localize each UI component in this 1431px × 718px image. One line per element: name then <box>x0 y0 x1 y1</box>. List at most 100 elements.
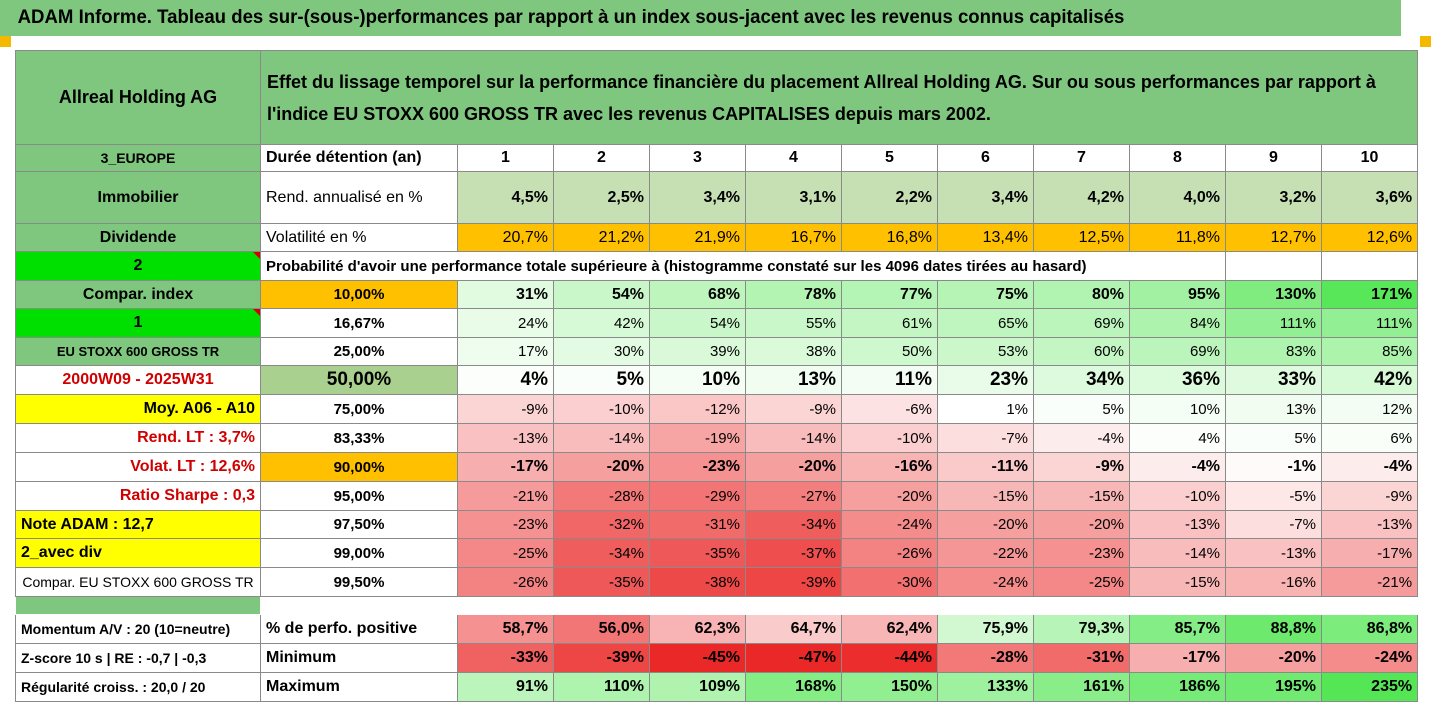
grid-value: -14% <box>553 423 650 453</box>
grid-value: 5% <box>553 365 650 395</box>
stats-row: Régularité croiss. : 20,0 / 20 Maximum 91%… <box>15 672 1419 702</box>
volatility-row: Dividende Volatilité en % 20,7% 21,2% 21,9% 1… <box>15 223 1419 252</box>
volatility-value: 16,8% <box>841 223 938 252</box>
grid-value: -35% <box>553 567 650 597</box>
years-row: 3_EUROPE Durée détention (an) 1 2 3 4 5 6 7 8 9 10 <box>15 144 1419 172</box>
percentile-row: EU STOXX 600 GROSS TR 25,00% 17% 30% 39% 38% 5… <box>15 337 1419 366</box>
return-label: Rend. annualisé en % <box>260 171 458 224</box>
grid-value: 84% <box>1129 308 1226 338</box>
stats-value: -31% <box>1033 643 1130 673</box>
return-value: 3,1% <box>745 171 842 224</box>
stats-value: -45% <box>649 643 746 673</box>
volatility-value: 12,7% <box>1225 223 1322 252</box>
percentile-threshold: 97,50% <box>260 510 458 539</box>
report-banner: ADAM Informe. Tableau des sur-(sous-)per… <box>0 0 1401 36</box>
grid-value: 13% <box>1225 394 1322 424</box>
report-frame: Allreal Holding AG Effet du lissage tempo… <box>12 48 1419 712</box>
grid-value: -15% <box>937 481 1034 511</box>
grid-value: -20% <box>937 510 1034 539</box>
stats-value: 62,3% <box>649 614 746 644</box>
return-value: 3,2% <box>1225 171 1322 224</box>
stats-value: -39% <box>553 643 650 673</box>
grid-value: 111% <box>1320 308 1419 338</box>
grid-value: 10% <box>1129 394 1226 424</box>
grid-value: 54% <box>649 308 746 338</box>
return-value: 3,4% <box>649 171 746 224</box>
grid-value: -6% <box>841 394 938 424</box>
row-left-label: Ratio Sharpe : 0,3 <box>15 481 261 511</box>
stats-value: 79,3% <box>1033 614 1130 644</box>
grid-value: -27% <box>745 481 842 511</box>
grid-value: -25% <box>1033 567 1130 597</box>
title-row: Allreal Holding AG Effet du lissage tempo… <box>15 50 1419 145</box>
empty-cell <box>1225 251 1322 281</box>
stats-label: Minimum <box>260 643 458 673</box>
stats-value: 75,9% <box>937 614 1034 644</box>
stats-value: 64,7% <box>745 614 842 644</box>
grid-value: -1% <box>1225 452 1322 482</box>
stats-value: -28% <box>937 643 1034 673</box>
percentile-row: Rend. LT : 3,7% 83,33% -13% -14% -19% -14% -10… <box>15 423 1419 453</box>
empty-cell <box>1320 251 1419 281</box>
left-corner-mark <box>0 36 11 47</box>
grid-value: 12% <box>1320 394 1419 424</box>
stats-value: 161% <box>1033 672 1130 702</box>
grid-value: -31% <box>649 510 746 539</box>
stats-value: 62,4% <box>841 614 938 644</box>
percentile-threshold: 10,00% <box>260 280 458 309</box>
grid-value: -23% <box>1033 538 1130 568</box>
percentile-threshold: 16,67% <box>260 308 458 338</box>
grid-value: -9% <box>1320 481 1419 511</box>
stats-value: -24% <box>1320 643 1419 673</box>
grid-value: -30% <box>841 567 938 597</box>
volatility-value: 12,5% <box>1033 223 1130 252</box>
grid-value: -15% <box>1129 567 1226 597</box>
grid-value: -10% <box>841 423 938 453</box>
stats-label: Maximum <box>260 672 458 702</box>
right-corner-mark <box>1420 36 1431 47</box>
grid-value: -12% <box>649 394 746 424</box>
stats-label: % de perfo. positive <box>260 614 458 644</box>
grid-value: -20% <box>553 452 650 482</box>
stats-value: 88,8% <box>1225 614 1322 644</box>
year-header: 8 <box>1129 144 1226 172</box>
return-value: 3,4% <box>937 171 1034 224</box>
stats-value: 133% <box>937 672 1034 702</box>
grid-value: -11% <box>937 452 1034 482</box>
grid-value: -9% <box>457 394 554 424</box>
probability-caption: Probabilité d'avoir une performance tota… <box>260 251 1226 281</box>
row-left-label: Moy. A06 - A10 <box>15 394 261 424</box>
spacer-row <box>15 596 1418 615</box>
grid-value: -24% <box>841 510 938 539</box>
grid-value: 53% <box>937 337 1034 366</box>
hold-label: Durée détention (an) <box>260 144 458 172</box>
grid-value: -19% <box>649 423 746 453</box>
year-header: 10 <box>1320 144 1419 172</box>
grid-value: -22% <box>937 538 1034 568</box>
year-header: 5 <box>841 144 938 172</box>
grid-value: 5% <box>1225 423 1322 453</box>
grid-value: -5% <box>1225 481 1322 511</box>
volatility-value: 21,2% <box>553 223 650 252</box>
grid-value: -37% <box>745 538 842 568</box>
probability-caption-row: 2 Probabilité d'avoir une performance tot… <box>15 251 1419 281</box>
return-value: 4,0% <box>1129 171 1226 224</box>
grid-value: 130% <box>1225 280 1322 309</box>
percentile-threshold: 90,00% <box>260 452 458 482</box>
grid-value: -13% <box>1129 510 1226 539</box>
grid-value: 39% <box>649 337 746 366</box>
year-header: 4 <box>745 144 842 172</box>
stats-value: -33% <box>457 643 554 673</box>
grid-value: -25% <box>457 538 554 568</box>
percentile-threshold: 99,00% <box>260 538 458 568</box>
grid-value: 111% <box>1225 308 1322 338</box>
grid-value: -35% <box>649 538 746 568</box>
grid-value: -21% <box>1320 567 1419 597</box>
grid-value: -34% <box>553 538 650 568</box>
grid-value: 24% <box>457 308 554 338</box>
year-header: 6 <box>937 144 1034 172</box>
grid-value: 55% <box>745 308 842 338</box>
percentile-row: Volat. LT : 12,6% 90,00% -17% -20% -23% -20% -… <box>15 452 1419 482</box>
grid-value: -20% <box>841 481 938 511</box>
grid-value: -16% <box>841 452 938 482</box>
